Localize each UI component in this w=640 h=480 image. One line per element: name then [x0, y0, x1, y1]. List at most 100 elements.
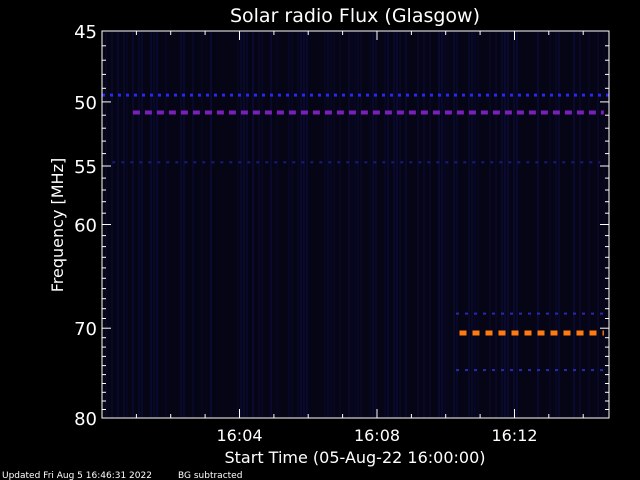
band-segment [190, 93, 193, 97]
band-segment [427, 161, 431, 164]
band-segment [158, 93, 161, 97]
band-segment [211, 161, 215, 164]
texture-column [588, 31, 590, 418]
band-segment [342, 93, 345, 97]
band-segment [168, 110, 176, 115]
texture-column [351, 31, 353, 418]
band-segment [606, 93, 609, 97]
texture-column [252, 31, 254, 418]
texture-column [579, 31, 581, 418]
band-segment [600, 312, 603, 315]
texture-column [573, 31, 575, 418]
band-54.7-mhz [112, 161, 601, 164]
band-segment [591, 369, 594, 372]
band-segment [576, 330, 584, 336]
band-segment [112, 161, 116, 164]
band-segment [526, 93, 529, 97]
texture-column [555, 31, 557, 418]
texture-column [297, 31, 299, 418]
band-segment [334, 93, 337, 97]
band-segment [602, 330, 604, 336]
band-segment [118, 93, 121, 97]
band-segment [328, 161, 332, 164]
texture-column [438, 31, 440, 418]
texture-column [501, 31, 503, 418]
band-segment [600, 110, 604, 115]
band-segment [537, 369, 540, 372]
texture-column [324, 31, 326, 418]
y-tick-label: 55 [74, 157, 97, 178]
band-segment [301, 161, 305, 164]
texture-column [357, 31, 359, 418]
band-segment [501, 369, 504, 372]
band-segment [391, 161, 395, 164]
band-segment [499, 161, 503, 164]
texture-column [183, 31, 185, 418]
band-segment [528, 369, 531, 372]
texture-column [375, 31, 377, 418]
band-segment [202, 161, 206, 164]
y-axis-label: Frequency [MHz] [48, 158, 67, 292]
band-segment [582, 369, 585, 372]
texture-column [180, 31, 182, 418]
band-segment [519, 312, 522, 315]
texture-column [597, 31, 599, 418]
band-segment [474, 312, 477, 315]
band-segment [240, 110, 248, 115]
texture-column [348, 31, 350, 418]
x-axis-label: Start Time (05-Aug-22 16:00:00) [225, 448, 486, 467]
band-segment [472, 161, 476, 164]
updated-timestamp: Updated Fri Aug 5 16:46:31 2022 [2, 471, 152, 480]
texture-column [549, 31, 551, 418]
band-segment [406, 93, 409, 97]
band-segment [445, 161, 449, 164]
band-segment [180, 110, 188, 115]
band-segment [420, 110, 428, 115]
band-segment [318, 93, 321, 97]
band-segment [390, 93, 393, 97]
band-segment [312, 110, 320, 115]
band-segment [544, 161, 548, 164]
band-segment [456, 110, 464, 115]
band-segment [274, 161, 278, 164]
texture-column [456, 31, 458, 418]
band-segment [336, 110, 344, 115]
texture-column [453, 31, 455, 418]
y-tick-label: 60 [74, 216, 97, 237]
texture-column [192, 31, 194, 418]
band-segment [492, 312, 495, 315]
band-segment [517, 161, 521, 164]
band-segment [132, 110, 140, 115]
texture-column [396, 31, 398, 418]
band-segment [326, 93, 329, 97]
band-segment [590, 93, 593, 97]
band-segment [589, 161, 593, 164]
band-segment [230, 93, 233, 97]
texture-column [333, 31, 335, 418]
band-segment [591, 312, 594, 315]
band-segment [142, 93, 145, 97]
band-segment [501, 312, 504, 315]
texture-column [513, 31, 515, 418]
band-segment [283, 161, 287, 164]
band-segment [126, 93, 129, 97]
band-segment [480, 110, 488, 115]
band-segment [510, 369, 513, 372]
texture-column [399, 31, 401, 418]
y-tick-label: 80 [74, 409, 97, 430]
band-segment [511, 330, 519, 336]
band-segment [573, 312, 576, 315]
band-segment [222, 93, 225, 97]
texture-column [288, 31, 290, 418]
band-segment [110, 93, 113, 97]
band-segment [319, 161, 323, 164]
band-segment [409, 161, 413, 164]
texture-column [291, 31, 293, 418]
band-segment [494, 93, 497, 97]
band-segment [184, 161, 188, 164]
texture-column [330, 31, 332, 418]
band-segment [355, 161, 359, 164]
texture-column [429, 31, 431, 418]
texture-column [132, 31, 134, 418]
